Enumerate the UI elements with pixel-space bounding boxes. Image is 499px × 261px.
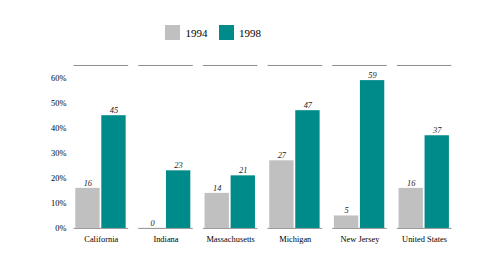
svg-text:21: 21	[239, 166, 247, 175]
svg-text:10%: 10%	[51, 199, 66, 208]
svg-text:0%: 0%	[55, 224, 66, 233]
svg-text:California: California	[84, 234, 118, 243]
svg-text:16: 16	[84, 178, 93, 187]
svg-text:59: 59	[368, 71, 377, 80]
svg-text:45: 45	[110, 106, 118, 115]
svg-text:New Jersey: New Jersey	[340, 234, 380, 243]
svg-text:47: 47	[304, 101, 313, 110]
svg-text:16: 16	[407, 178, 416, 187]
svg-text:Michigan: Michigan	[279, 234, 312, 243]
svg-text:Indiana: Indiana	[153, 234, 178, 243]
svg-text:60%: 60%	[51, 73, 66, 82]
svg-text:Massachusetts: Massachusetts	[206, 234, 254, 243]
svg-text:0: 0	[150, 218, 155, 227]
svg-text:27: 27	[278, 151, 287, 160]
svg-text:40%: 40%	[51, 123, 66, 132]
svg-text:23: 23	[174, 161, 182, 170]
svg-text:United States: United States	[402, 234, 447, 243]
svg-text:37: 37	[432, 126, 442, 135]
html-text:1994: 1994	[185, 26, 208, 39]
svg-text:20%: 20%	[51, 173, 66, 182]
svg-text:14: 14	[213, 183, 221, 192]
svg-text:5: 5	[344, 206, 348, 215]
svg-text:50%: 50%	[51, 98, 66, 107]
html-text:1998: 1998	[239, 26, 261, 39]
svg-text:30%: 30%	[51, 148, 66, 157]
